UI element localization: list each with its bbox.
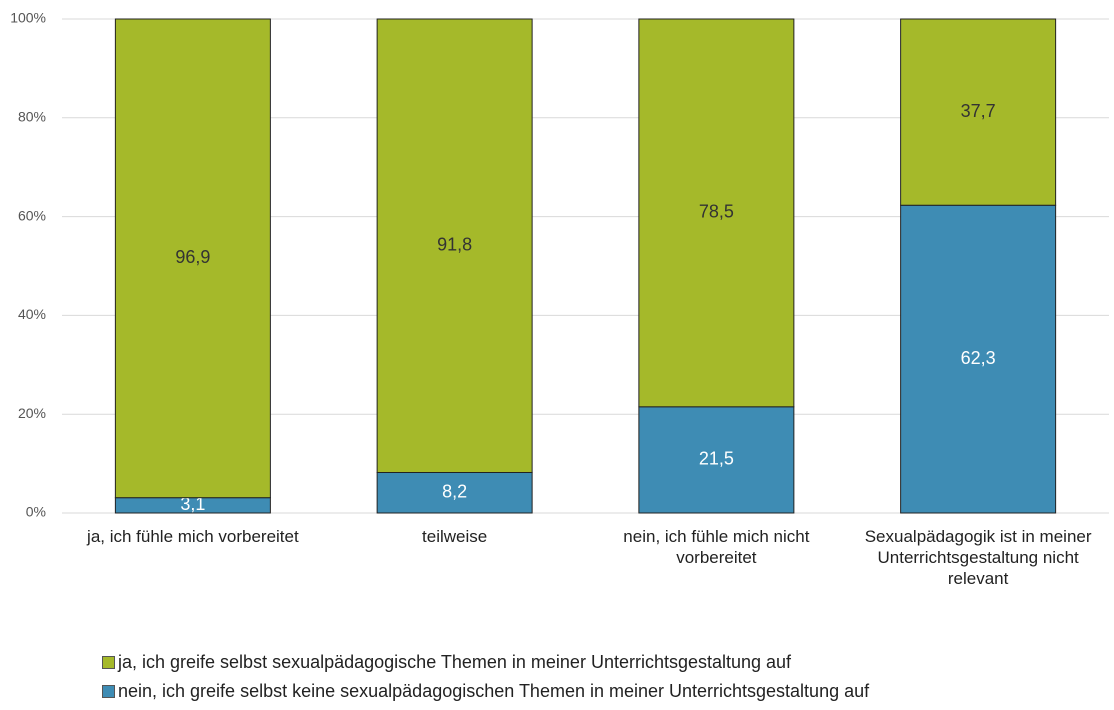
- legend-entry: ja, ich greife selbst sexualpädagogische…: [102, 652, 791, 673]
- bar-segment: [900, 204, 1057, 514]
- legend-swatch: [102, 685, 115, 698]
- x-tick-label: ja, ich fühle mich vorbereitet: [87, 527, 299, 546]
- y-tick-label: 80%: [18, 109, 46, 125]
- data-label: 8,2: [442, 481, 467, 501]
- bar-segment: [376, 471, 533, 514]
- y-tick-label: 60%: [18, 207, 46, 223]
- y-tick-label: 0%: [26, 504, 46, 520]
- bar-segment: [638, 406, 795, 514]
- data-label: 62,3: [961, 348, 996, 368]
- y-tick-label: 100%: [10, 10, 46, 26]
- data-label: 21,5: [699, 449, 734, 469]
- bar-segment: [900, 18, 1057, 206]
- bar-segment: [376, 18, 533, 473]
- x-tick-label: teilweise: [422, 527, 488, 546]
- data-label: 78,5: [699, 202, 734, 222]
- legend-swatch: [102, 656, 115, 669]
- x-tick-label: nein, ich fühle mich nicht vorbereitet: [623, 527, 810, 567]
- legend-label: nein, ich greife selbst keine sexualpäda…: [118, 681, 870, 701]
- data-label: 96,9: [175, 247, 210, 267]
- y-tick-label: 20%: [18, 405, 46, 421]
- legend-label: ja, ich greife selbst sexualpädagogische…: [118, 652, 792, 672]
- data-label: 3,1: [180, 494, 205, 514]
- y-tick-label: 40%: [18, 306, 46, 322]
- data-label: 91,8: [437, 234, 472, 254]
- data-label: 37,7: [961, 101, 996, 121]
- bar-segment: [638, 18, 795, 408]
- bar-segment: [114, 18, 271, 499]
- x-tick-label: Sexualpädagogik ist in meiner Unterricht…: [864, 527, 1092, 588]
- legend-entry: nein, ich greife selbst keine sexualpäda…: [102, 681, 869, 702]
